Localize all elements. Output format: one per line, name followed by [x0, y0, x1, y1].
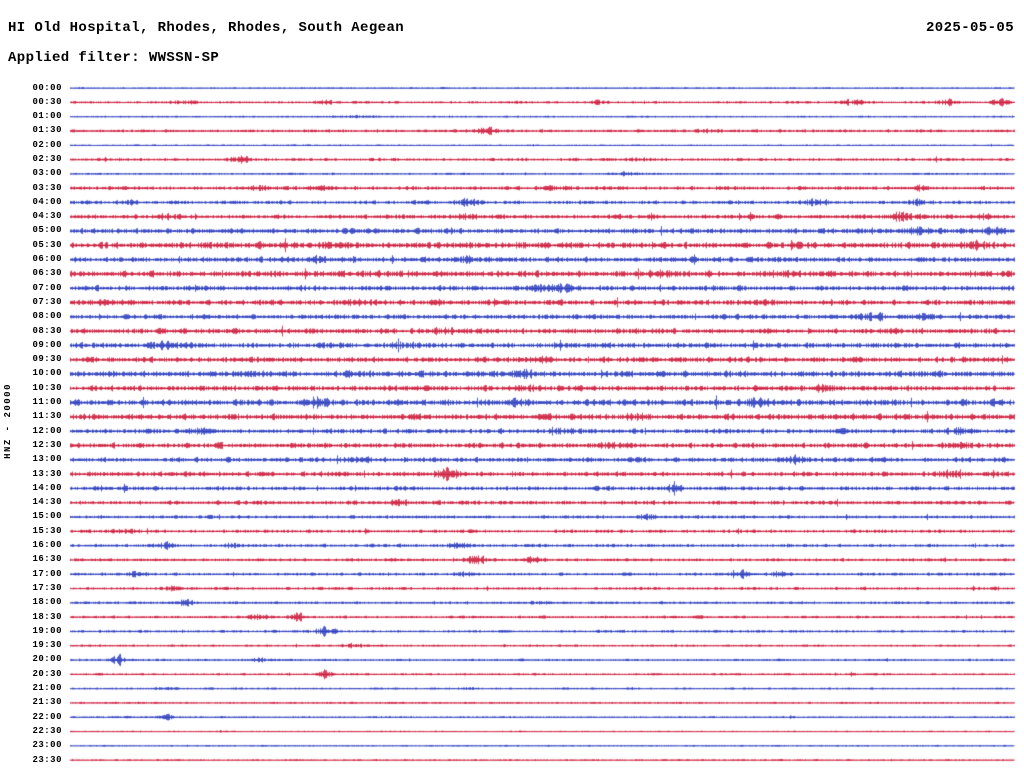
- time-label: 10:00: [32, 368, 62, 379]
- time-label: 01:00: [32, 111, 62, 122]
- time-label: 18:30: [32, 611, 62, 622]
- time-label: 02:00: [32, 139, 62, 150]
- time-label: 21:00: [32, 683, 62, 694]
- time-label: 04:00: [32, 196, 62, 207]
- time-label: 04:30: [32, 211, 62, 222]
- time-label: 02:30: [32, 153, 62, 164]
- time-label: 19:00: [32, 625, 62, 636]
- time-label: 22:00: [32, 711, 62, 722]
- time-label: 03:30: [32, 182, 62, 193]
- time-label: 13:30: [32, 468, 62, 479]
- header-date: 2025-05-05: [925, 20, 1014, 36]
- time-label: 06:00: [32, 254, 62, 265]
- time-label: 05:00: [32, 225, 62, 236]
- time-label: 23:30: [32, 754, 62, 765]
- time-label: 12:00: [32, 425, 62, 436]
- time-label: 09:00: [32, 339, 62, 350]
- time-label: 07:00: [32, 282, 62, 293]
- header: HI Old Hospital, Rhodes, Rhodes, South A…: [8, 20, 1014, 36]
- time-label: 19:30: [32, 640, 62, 651]
- time-label: 10:30: [32, 382, 62, 393]
- page-title: HI Old Hospital, Rhodes, Rhodes, South A…: [8, 20, 405, 36]
- time-label: 14:30: [32, 497, 62, 508]
- time-label: 05:30: [32, 239, 62, 250]
- time-label: 22:30: [32, 725, 62, 736]
- time-label: 08:30: [32, 325, 62, 336]
- time-label: 06:30: [32, 268, 62, 279]
- time-label: 09:30: [32, 354, 62, 365]
- time-label: 11:30: [32, 411, 62, 422]
- time-label: 17:00: [32, 568, 62, 579]
- time-label: 16:00: [32, 540, 62, 551]
- time-label: 16:30: [32, 554, 62, 565]
- time-label: 11:00: [32, 397, 62, 408]
- time-label: 23:00: [32, 740, 62, 751]
- time-label: 01:30: [32, 125, 62, 136]
- time-label: 00:30: [32, 96, 62, 107]
- time-label: 00:00: [32, 82, 62, 93]
- time-label: 15:00: [32, 511, 62, 522]
- time-label: 20:00: [32, 654, 62, 665]
- time-label: 17:30: [32, 582, 62, 593]
- time-label: 21:30: [32, 697, 62, 708]
- time-label: 18:00: [32, 597, 62, 608]
- time-label: 20:30: [32, 668, 62, 679]
- time-label: 13:00: [32, 454, 62, 465]
- time-label: 08:00: [32, 311, 62, 322]
- time-label: 15:30: [32, 525, 62, 536]
- time-label: 07:30: [32, 296, 62, 307]
- time-label: 12:30: [32, 439, 62, 450]
- applied-filter-label: Applied filter: WWSSN-SP: [8, 50, 220, 66]
- time-label: 14:00: [32, 482, 62, 493]
- time-label: 03:00: [32, 168, 62, 179]
